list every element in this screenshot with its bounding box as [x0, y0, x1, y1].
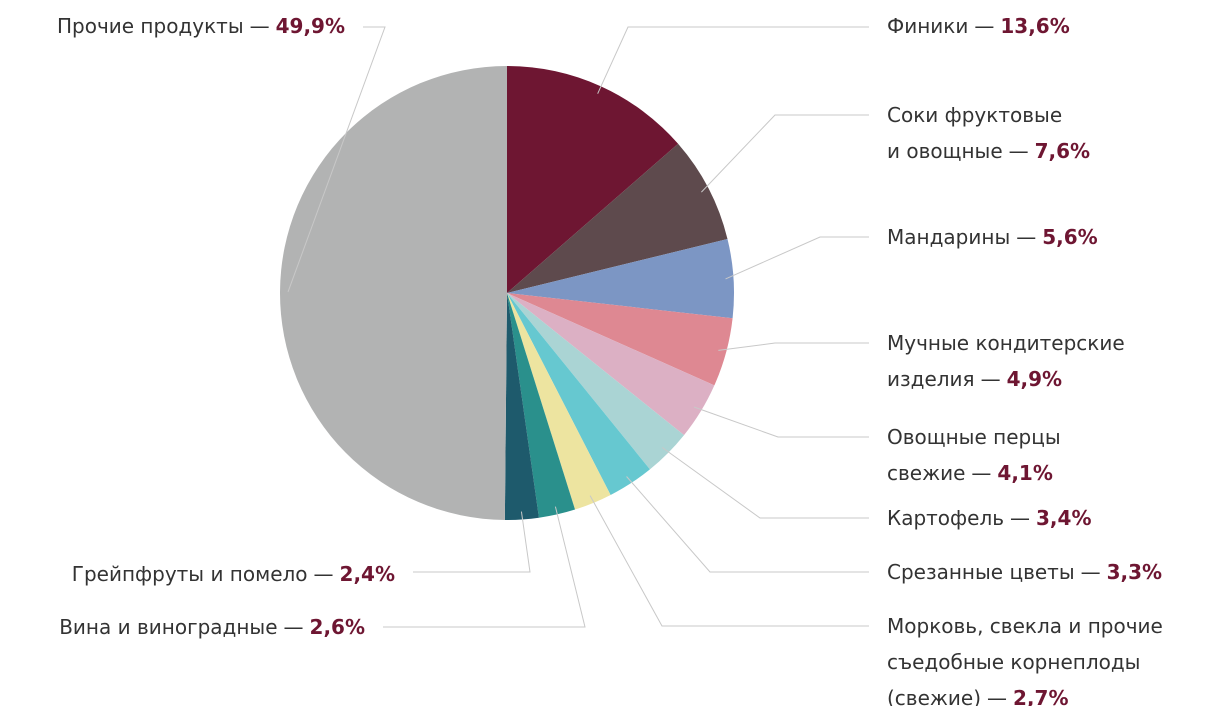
category-name: Мучные кондитерские изделия	[887, 331, 1125, 391]
slice-label: Мандарины —5,6%	[887, 219, 1098, 255]
slice-label: Прочие продукты —49,9%	[57, 8, 345, 44]
value-label: 2,4%	[339, 562, 395, 586]
category-name: Картофель	[887, 506, 1005, 530]
separator: —	[980, 367, 1001, 391]
value-label: 7,6%	[1034, 139, 1091, 163]
category-name: Соки фруктовые и овощные	[887, 103, 1063, 163]
pie-slice	[507, 143, 728, 293]
leader-line	[287, 26, 386, 293]
pie-slice	[507, 293, 650, 495]
pie-slice	[507, 293, 715, 436]
category-name: Финики	[887, 14, 969, 38]
value-label: 2,6%	[309, 615, 365, 639]
value-label: 5,6%	[1042, 225, 1098, 249]
slice-label: Картофель —3,4%	[887, 500, 1091, 536]
category-name: Грейпфруты и помело	[71, 562, 308, 586]
separator: —	[987, 686, 1008, 706]
slice-label: Финики —13,6%	[887, 8, 1070, 44]
value-label: 2,7%	[1013, 686, 1069, 706]
category-name: Морковь, свекла и прочие съедобные корне…	[887, 614, 1163, 706]
category-name: Вина и виноградные	[59, 615, 278, 639]
leader-line	[413, 511, 531, 573]
category-name: Мандарины	[887, 225, 1011, 249]
slice-label: Овощные перцы свежие —4,1%	[887, 419, 1061, 491]
leader-line	[383, 506, 586, 628]
value-label: 13,6%	[1000, 14, 1070, 38]
separator: —	[283, 615, 304, 639]
pie-slice	[507, 293, 733, 386]
pie-slice	[280, 66, 507, 520]
leader-line	[718, 342, 869, 351]
leader-line	[661, 447, 869, 519]
leader-line	[693, 406, 869, 438]
value-label: 49,9%	[275, 14, 345, 38]
category-name: Прочие продукты	[56, 14, 244, 38]
slice-label: Вина и виноградные —2,6%	[59, 609, 365, 645]
category-name: Овощные перцы свежие	[887, 425, 1061, 485]
slice-label: Мучные кондитерские изделия —4,9%	[887, 325, 1125, 397]
separator: —	[313, 562, 334, 586]
leader-line	[626, 476, 869, 573]
value-label: 4,9%	[1006, 367, 1063, 391]
pie-slice	[504, 293, 539, 520]
separator: —	[971, 461, 992, 485]
slice-label: Соки фруктовые и овощные —7,6%	[887, 97, 1090, 169]
separator: —	[1008, 139, 1029, 163]
value-label: 3,3%	[1106, 560, 1163, 584]
leader-line	[725, 236, 869, 280]
leader-line	[597, 26, 869, 94]
leader-line	[589, 495, 869, 627]
separator: —	[1010, 506, 1031, 530]
separator: —	[974, 14, 995, 38]
value-label: 4,1%	[997, 461, 1053, 485]
slice-label: Срезанные цветы —3,3%	[887, 554, 1162, 590]
leader-line	[701, 114, 869, 193]
separator: —	[1080, 560, 1101, 584]
separator: —	[1016, 225, 1037, 249]
separator: —	[249, 14, 270, 38]
value-label: 3,4%	[1036, 506, 1092, 530]
pie-slice	[507, 293, 611, 510]
pie-slice	[507, 66, 679, 293]
pie-slice	[507, 239, 734, 319]
pie-slice	[507, 293, 685, 470]
category-name: Срезанные цветы	[887, 560, 1075, 584]
slice-label: Морковь, свекла и прочие съедобные корне…	[887, 608, 1163, 706]
pie-slice	[507, 293, 576, 518]
slice-label: Грейпфруты и помело —2,4%	[72, 556, 395, 592]
